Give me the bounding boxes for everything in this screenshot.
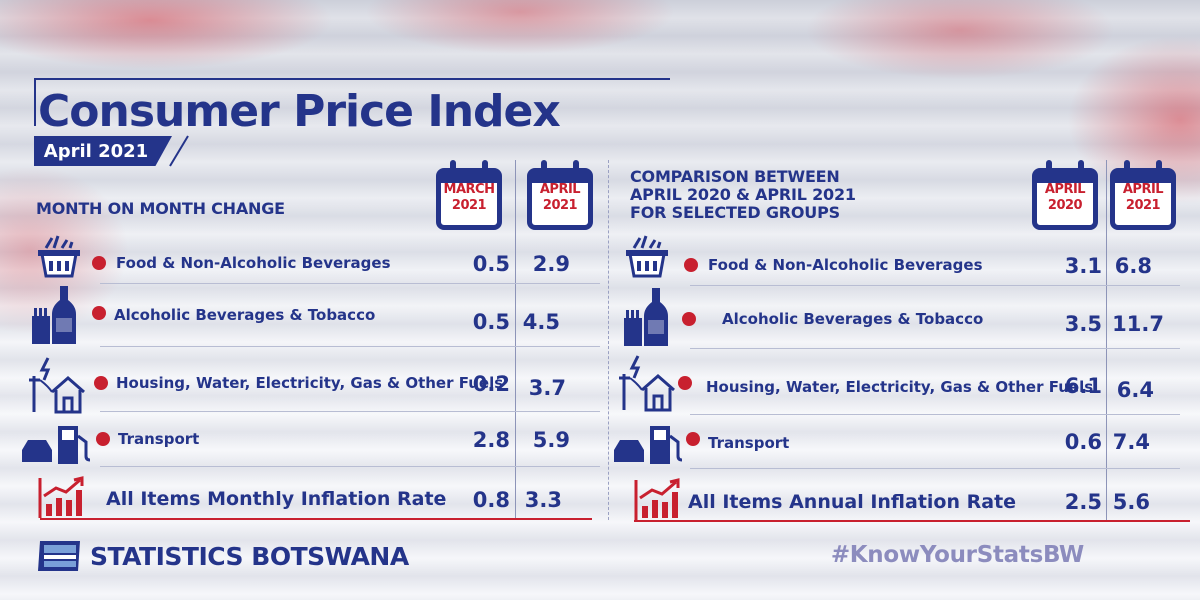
calendar-icon: APRIL 2020 <box>1032 160 1098 230</box>
right-heading-line2: APRIL 2020 & APRIL 2021 <box>630 185 856 204</box>
car-fuel-pump-icon <box>22 426 91 464</box>
right-row-v1: 3.1 <box>1064 254 1102 278</box>
statistics-botswana-logo-icon <box>38 541 80 571</box>
page-title: Consumer Price Index <box>38 86 561 137</box>
right-row-v2: 7.4 <box>1112 430 1150 454</box>
row-separator <box>690 285 1180 286</box>
right-total-label: All Items Annual Inflation Rate <box>688 491 1017 513</box>
row-separator <box>100 411 600 412</box>
left-row-v1: 0.5 <box>472 310 510 334</box>
right-col2-month: APRIL <box>1122 182 1164 197</box>
rising-chart-icon <box>38 476 84 518</box>
left-row-v1: 0.5 <box>472 252 510 276</box>
badge-slash-icon <box>169 135 189 167</box>
basket-icon <box>626 235 668 278</box>
right-row-label: Transport <box>708 434 790 452</box>
bullet-dot <box>684 258 698 272</box>
row-separator <box>100 346 600 347</box>
left-row-v2: 2.9 <box>532 252 570 276</box>
hashtag: #KnowYourStatsBW <box>830 542 1084 568</box>
right-row-v1: 0.6 <box>1064 430 1102 454</box>
left-col2-month: APRIL <box>539 182 581 197</box>
title-block: Consumer Price Index April 2021 <box>34 78 674 188</box>
title-rule-left <box>34 78 36 126</box>
total-underline <box>634 520 1190 522</box>
left-panel-heading: MONTH ON MONTH CHANGE <box>36 199 285 218</box>
bottle-cigarettes-icon <box>32 286 76 344</box>
column-divider <box>1106 160 1107 520</box>
right-row-v2: 6.8 <box>1114 254 1152 278</box>
brand-name: STATISTICS BOTSWANA <box>90 541 409 571</box>
right-total-v2: 5.6 <box>1112 490 1150 514</box>
left-row-v1: 0.2 <box>472 372 510 396</box>
total-underline <box>40 518 592 520</box>
right-col2-year: 2021 <box>1125 198 1161 213</box>
bullet-dot <box>96 432 110 446</box>
row-separator <box>690 468 1180 469</box>
left-row-v2: 5.9 <box>532 428 570 452</box>
left-row-label: Housing, Water, Electricity, Gas & Other… <box>116 374 504 392</box>
right-total-v1: 2.5 <box>1064 490 1102 514</box>
right-heading-line3: FOR SELECTED GROUPS <box>630 203 840 222</box>
brand: STATISTICS BOTSWANA <box>36 538 409 574</box>
left-row-label: Transport <box>118 430 200 448</box>
calendar-icon: MARCH 2021 <box>436 160 502 230</box>
basket-icon <box>38 235 80 278</box>
row-separator <box>690 414 1180 415</box>
house-power-icon <box>619 355 675 412</box>
left-total-label: All Items Monthly Inflation Rate <box>106 488 447 510</box>
title-rule <box>34 78 670 80</box>
calendar-icon: APRIL 2021 <box>527 160 593 230</box>
right-row-label: Food & Non-Alcoholic Beverages <box>708 256 983 274</box>
bottle-cigarettes-icon <box>624 288 668 346</box>
calendar-icon: APRIL 2021 <box>1110 160 1176 230</box>
period-badge: April 2021 <box>34 136 172 166</box>
left-col1-month: MARCH <box>443 182 495 197</box>
column-divider <box>515 160 516 520</box>
right-row-label: Housing, Water, Electricity, Gas & Other… <box>706 378 1094 396</box>
left-row-label: Alcoholic Beverages & Tobacco <box>114 306 376 324</box>
car-fuel-pump-icon <box>614 426 683 464</box>
left-row-v2: 4.5 <box>522 310 560 334</box>
right-panel-heading: COMPARISON BETWEEN APRIL 2020 & APRIL 20… <box>630 168 856 222</box>
left-row-v1: 2.8 <box>472 428 510 452</box>
bullet-dot <box>94 376 108 390</box>
bullet-dot <box>682 312 696 326</box>
rising-chart-icon <box>634 478 680 520</box>
bullet-dot <box>686 432 700 446</box>
bullet-dot <box>678 376 692 390</box>
bullet-dot <box>92 256 106 270</box>
house-power-icon <box>29 357 85 414</box>
right-col1-year: 2020 <box>1047 198 1083 213</box>
row-separator <box>100 283 600 284</box>
right-row-v1: 3.5 <box>1064 312 1102 336</box>
bullet-dot <box>92 306 106 320</box>
left-row-v2: 3.7 <box>528 376 566 400</box>
left-col1-year: 2021 <box>451 198 487 213</box>
left-col2-year: 2021 <box>542 198 578 213</box>
right-row-v2: 6.4 <box>1116 378 1154 402</box>
right-row-v2: 11.7 <box>1112 312 1164 336</box>
right-col1-month: APRIL <box>1044 182 1086 197</box>
left-row-label: Food & Non-Alcoholic Beverages <box>116 254 391 272</box>
panel-divider <box>608 160 609 520</box>
left-total-v2: 3.3 <box>524 488 562 512</box>
row-separator <box>100 466 600 467</box>
right-row-label: Alcoholic Beverages & Tobacco <box>722 310 984 328</box>
left-total-v1: 0.8 <box>472 488 510 512</box>
right-heading-line1: COMPARISON BETWEEN <box>630 167 840 186</box>
right-row-v1: 6.1 <box>1064 374 1102 398</box>
row-separator <box>690 348 1180 349</box>
